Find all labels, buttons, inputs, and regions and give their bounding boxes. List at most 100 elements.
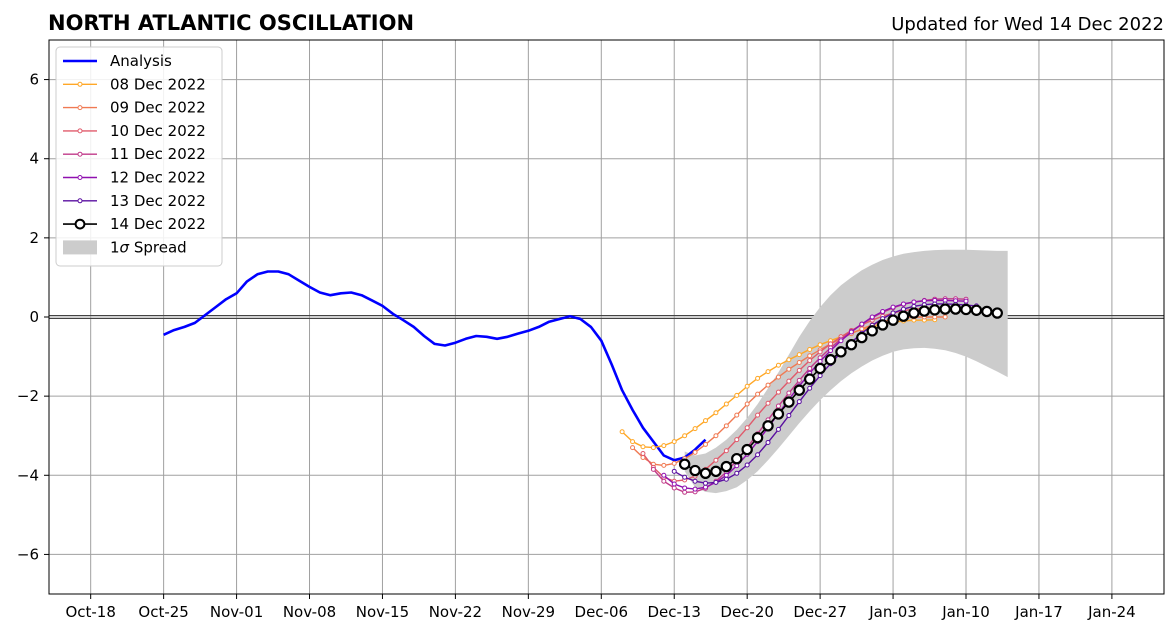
forecast-point <box>835 346 847 358</box>
forecast-point <box>710 465 722 478</box>
chart-subtitle: Updated for Wed 14 Dec 2022 <box>891 14 1164 35</box>
forecast-point <box>796 399 802 405</box>
forecast-point <box>650 466 656 472</box>
forecast-point <box>921 298 927 304</box>
x-tick-label: Nov-15 <box>356 603 409 621</box>
forecast-point <box>783 396 795 408</box>
forecast-point <box>796 360 802 366</box>
forecast-point <box>807 346 813 352</box>
forecast-point <box>682 433 688 439</box>
forecast-point <box>932 314 938 320</box>
x-tick-label: Dec-13 <box>647 603 701 621</box>
forecast-point <box>702 484 708 490</box>
x-tick-label: Oct-25 <box>138 603 188 621</box>
forecast-point <box>751 431 764 444</box>
forecast-point <box>817 349 823 355</box>
forecast-point <box>702 418 708 424</box>
forecast-point <box>734 412 740 418</box>
forecast-point <box>650 445 656 451</box>
forecast-point <box>807 385 813 391</box>
forecast-point <box>804 373 816 385</box>
legend-marker <box>77 198 83 204</box>
legend-marker <box>74 218 86 230</box>
forecast-point <box>713 433 719 439</box>
legend-label: 10 Dec 2022 <box>110 122 206 140</box>
forecast-point <box>807 358 813 364</box>
forecast-point <box>817 342 823 348</box>
forecast-point <box>817 373 823 379</box>
forecast-point <box>856 331 868 344</box>
x-tick-label: Nov-22 <box>429 603 482 621</box>
forecast-point <box>775 426 781 432</box>
forecast-point <box>661 472 667 478</box>
forecast-point <box>640 444 646 450</box>
x-tick-label: Jan-03 <box>868 603 917 621</box>
y-tick-label: 0 <box>29 308 39 326</box>
forecast-point <box>661 478 667 484</box>
forecast-point <box>755 375 761 381</box>
forecast-point <box>734 392 740 398</box>
y-tick-label: 6 <box>29 71 39 89</box>
legend-label: 11 Dec 2022 <box>110 145 206 163</box>
legend-label: 14 Dec 2022 <box>110 215 206 233</box>
forecast-point <box>807 353 813 359</box>
forecast-point <box>890 310 896 316</box>
forecast-point <box>775 362 781 368</box>
forecast-point <box>630 445 636 451</box>
forecast-point <box>817 358 823 364</box>
legend-marker <box>77 105 83 111</box>
y-tick-label: −6 <box>17 545 39 563</box>
forecast-point <box>734 463 740 469</box>
forecast-point <box>692 486 698 492</box>
forecast-point <box>713 479 719 485</box>
forecast-point <box>640 451 646 457</box>
forecast-point <box>630 439 636 445</box>
forecast-point <box>807 365 813 371</box>
forecast-point <box>949 303 962 315</box>
forecast-point <box>887 314 899 326</box>
forecast-point <box>741 443 753 456</box>
forecast-point <box>692 449 698 455</box>
plot-area: Oct-18 Oct-25 Nov-01 Nov-08 Nov-15 Nov-22 Nov-… <box>17 39 1165 621</box>
legend-marker <box>77 81 83 87</box>
forecast-point <box>991 307 1003 319</box>
forecast-point <box>786 366 792 372</box>
forecast-point <box>765 382 771 388</box>
forecast-point <box>682 474 688 480</box>
forecast-point <box>713 457 719 463</box>
forecast-point <box>900 301 906 307</box>
forecast-point <box>661 443 667 449</box>
legend-box <box>55 46 223 267</box>
legend-label: 09 Dec 2022 <box>110 99 206 117</box>
forecast-point <box>838 338 844 344</box>
forecast-point <box>723 476 729 482</box>
forecast-point <box>793 384 805 396</box>
forecast-point <box>723 448 729 454</box>
forecast-point <box>900 306 906 312</box>
forecast-point <box>859 326 865 332</box>
forecast-point <box>755 452 761 458</box>
x-tick-label: Nov-08 <box>283 603 336 621</box>
forecast-point <box>775 389 781 395</box>
forecast-point <box>963 298 969 304</box>
y-tick-label: 4 <box>29 150 39 168</box>
forecast-point <box>671 481 677 487</box>
forecast-point <box>828 348 834 354</box>
x-tick-label: Dec-20 <box>720 603 774 621</box>
series-7 <box>678 303 1003 480</box>
y-tick-label: −4 <box>17 466 39 484</box>
forecast-point <box>720 460 733 473</box>
x-tick-label: Dec-06 <box>575 603 629 621</box>
forecast-point <box>723 472 729 478</box>
legend-label: 13 Dec 2022 <box>110 192 206 210</box>
forecast-point <box>897 310 910 322</box>
forecast-point <box>845 339 858 351</box>
forecast-point <box>796 367 802 373</box>
forecast-point <box>689 464 701 477</box>
forecast-point <box>796 352 802 358</box>
forecast-point <box>731 452 743 465</box>
x-tick-label: Jan-17 <box>1014 603 1063 621</box>
forecast-point <box>671 468 677 474</box>
forecast-point <box>713 410 719 416</box>
forecast-point <box>918 305 931 317</box>
